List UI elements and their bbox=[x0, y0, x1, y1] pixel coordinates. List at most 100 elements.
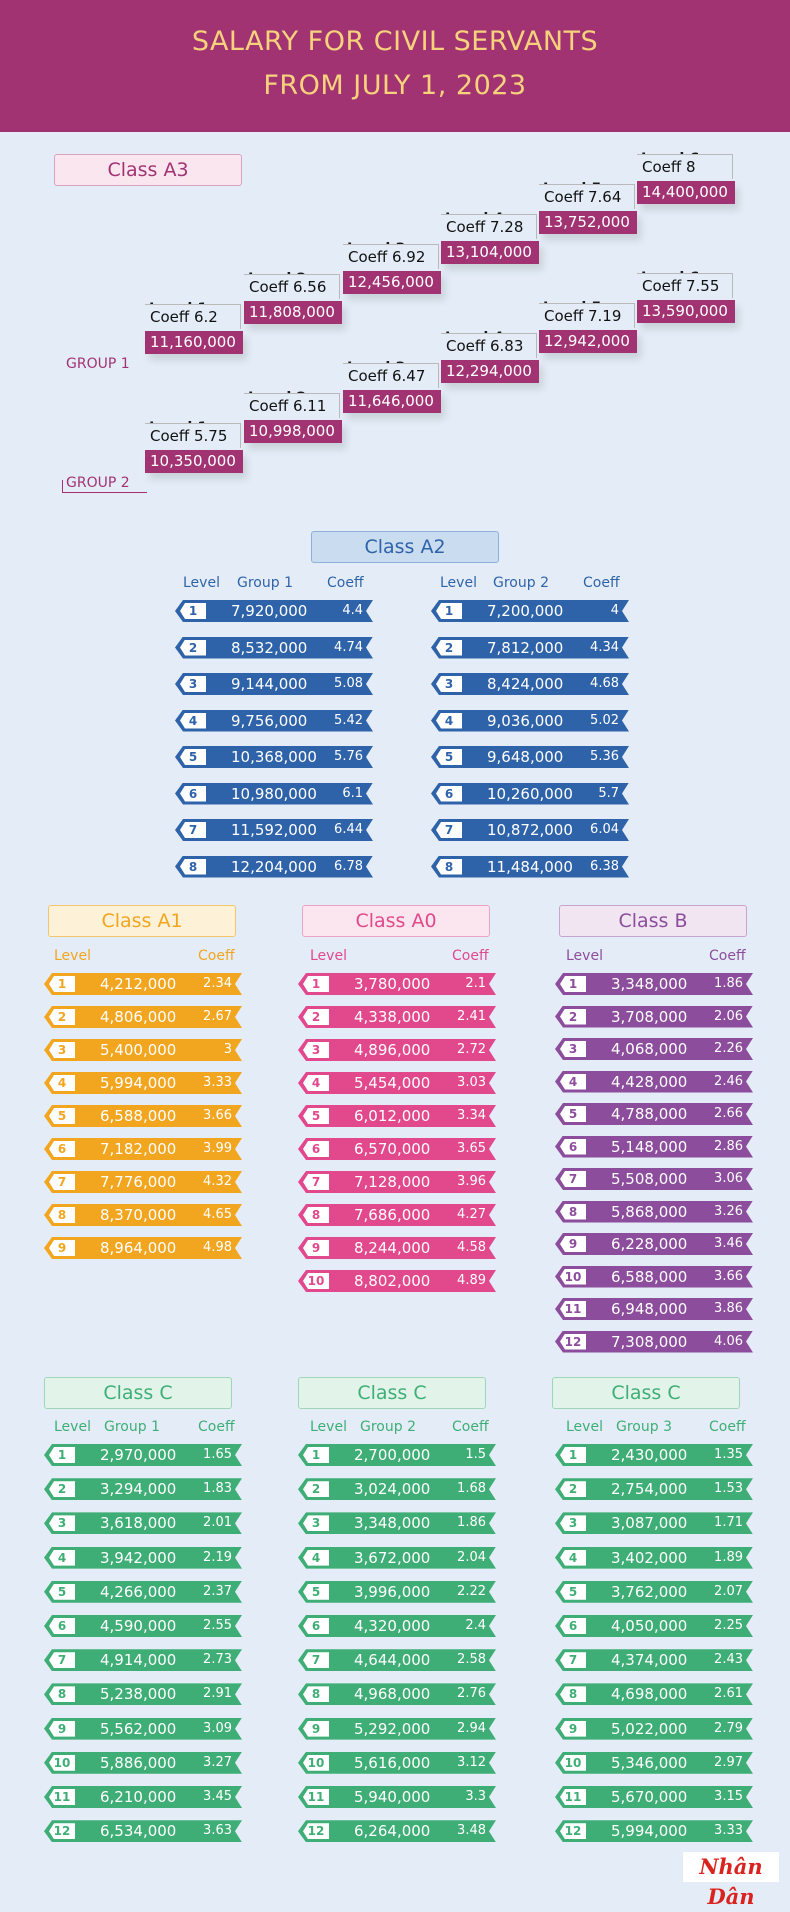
b-coeff-value: 2.06 bbox=[714, 1008, 743, 1024]
c1-row-11: 11 6,210,000 3.45 bbox=[44, 1786, 242, 1808]
c1-salary-value: 6,210,000 bbox=[100, 1788, 177, 1806]
c2-row-bar bbox=[298, 1581, 496, 1603]
a1-salary-value: 8,964,000 bbox=[100, 1239, 177, 1257]
c3-salary-value: 3,402,000 bbox=[611, 1548, 688, 1567]
a1-coeff-value: 3.99 bbox=[203, 1141, 232, 1156]
a0-coeff-value: 2.72 bbox=[457, 1042, 486, 1057]
a0-level-number: 10 bbox=[303, 1273, 329, 1289]
c1-level-number: 6 bbox=[49, 1618, 75, 1634]
b-level-number: 7 bbox=[560, 1171, 586, 1187]
a0-head-h_coeff: Coeff bbox=[452, 948, 489, 964]
class-c-group1-title: Class C bbox=[44, 1377, 232, 1409]
c1-coeff-value: 1.65 bbox=[203, 1447, 232, 1462]
c2-salary-value: 6,264,000 bbox=[354, 1822, 431, 1841]
a1-head-h_level: Level bbox=[54, 948, 91, 964]
a2-g2-level-number: 6 bbox=[436, 785, 462, 802]
b-level-number: 6 bbox=[560, 1138, 586, 1155]
a2-g2-salary-value: 9,036,000 bbox=[487, 711, 564, 730]
b-level-number: 5 bbox=[560, 1106, 586, 1122]
a0-row-5: 5 6,012,000 3.34 bbox=[298, 1105, 496, 1127]
c3-coeff-value: 2.79 bbox=[714, 1720, 743, 1736]
c2-row-bar bbox=[298, 1683, 496, 1705]
c1-row-bar bbox=[44, 1478, 242, 1500]
c1-coeff-value: 3.27 bbox=[203, 1754, 232, 1770]
b-salary-value: 6,588,000 bbox=[611, 1267, 688, 1286]
a2-g2-level-number: 1 bbox=[436, 603, 462, 619]
b-coeff-value: 2.46 bbox=[714, 1073, 743, 1089]
a2-g2-head-h_level: Level bbox=[440, 575, 477, 591]
c3-coeff-value: 1.53 bbox=[714, 1481, 743, 1497]
class-a0-title: Class A0 bbox=[302, 905, 490, 937]
c1-row-4: 4 3,942,000 2.19 bbox=[44, 1547, 242, 1569]
a2-g2-head-h_group: Group 2 bbox=[493, 575, 549, 591]
a0-level-number: 6 bbox=[303, 1141, 329, 1157]
c2-coeff-value: 2.94 bbox=[457, 1720, 486, 1736]
c3-coeff-value: 1.35 bbox=[714, 1447, 743, 1462]
a2-g2-row-bar bbox=[431, 783, 629, 805]
c2-head-h_coeff: Coeff bbox=[452, 1419, 489, 1435]
c1-salary-value: 4,914,000 bbox=[100, 1651, 177, 1670]
c3-coeff-value: 1.71 bbox=[714, 1515, 743, 1531]
c1-level-number: 8 bbox=[49, 1686, 75, 1703]
c2-salary-value: 3,024,000 bbox=[354, 1480, 431, 1499]
a0-salary-value: 4,338,000 bbox=[354, 1008, 431, 1026]
c3-row-9: 9 5,022,000 2.79 bbox=[555, 1718, 753, 1740]
c3-level-number: 8 bbox=[560, 1686, 586, 1703]
b-salary-value: 4,788,000 bbox=[611, 1105, 688, 1123]
a2-g1-salary-value: 11,592,000 bbox=[231, 821, 317, 839]
b-row-bar bbox=[555, 1103, 753, 1125]
c3-level-number: 6 bbox=[560, 1618, 586, 1634]
c1-head-h_group: Group 1 bbox=[104, 1419, 160, 1435]
a2-g1-row-bar bbox=[175, 710, 373, 732]
c1-head-h_level: Level bbox=[54, 1419, 91, 1435]
a1-row-2: 2 4,806,000 2.67 bbox=[44, 1006, 242, 1028]
b-row-9: 9 6,228,000 3.46 bbox=[555, 1233, 753, 1255]
a2-g1-row-7: 7 11,592,000 6.44 bbox=[175, 819, 373, 841]
c1-row-2: 2 3,294,000 1.83 bbox=[44, 1478, 242, 1500]
a0-coeff-value: 4.27 bbox=[457, 1207, 486, 1222]
c3-row-8: 8 4,698,000 2.61 bbox=[555, 1683, 753, 1705]
c1-salary-value: 2,970,000 bbox=[100, 1446, 177, 1464]
a2-g2-row-7: 7 10,872,000 6.04 bbox=[431, 819, 629, 841]
c2-row-bar bbox=[298, 1512, 496, 1534]
c3-salary-value: 4,050,000 bbox=[611, 1617, 688, 1635]
c2-salary-value: 4,644,000 bbox=[354, 1651, 431, 1670]
b-salary-value: 6,228,000 bbox=[611, 1235, 688, 1253]
c3-row-bar bbox=[555, 1683, 753, 1705]
c3-coeff-value: 3.15 bbox=[714, 1789, 743, 1804]
a2-g2-level-number: 3 bbox=[436, 676, 462, 692]
b-level-number: 4 bbox=[560, 1073, 586, 1090]
a2-g1-row-bar bbox=[175, 819, 373, 841]
c2-head-h_group: Group 2 bbox=[360, 1419, 416, 1435]
c1-salary-value: 5,562,000 bbox=[100, 1719, 177, 1738]
a2-g1-row-bar bbox=[175, 637, 373, 659]
b-row-bar bbox=[555, 1201, 753, 1223]
class-a1-title: Class A1 bbox=[48, 905, 236, 937]
a2-g2-level-number: 5 bbox=[436, 749, 462, 765]
a2-g1-row-8: 8 12,204,000 6.78 bbox=[175, 856, 373, 878]
c1-salary-value: 4,266,000 bbox=[100, 1582, 177, 1601]
a2-g1-coeff-value: 5.08 bbox=[334, 676, 363, 691]
b-row-bar bbox=[555, 1331, 753, 1353]
page-subtitle: FROM JULY 1, 2023 bbox=[263, 70, 527, 101]
c3-salary-value: 3,087,000 bbox=[611, 1514, 688, 1533]
b-level-number: 9 bbox=[560, 1236, 586, 1252]
c1-level-number: 2 bbox=[49, 1481, 75, 1498]
c2-level-number: 8 bbox=[303, 1686, 329, 1703]
a3-group2-salary-5: 12,942,000 bbox=[539, 330, 637, 353]
c1-level-number: 4 bbox=[49, 1549, 75, 1566]
header-banner: SALARY FOR CIVIL SERVANTS FROM JULY 1, 2… bbox=[0, 0, 790, 132]
c2-level-number: 12 bbox=[303, 1823, 329, 1840]
a0-row-bar bbox=[298, 1270, 496, 1292]
c3-row-bar bbox=[555, 1512, 753, 1534]
a3-group1-salary-4: 13,104,000 bbox=[441, 241, 539, 264]
a1-row-bar bbox=[44, 1138, 242, 1160]
b-coeff-value: 3.86 bbox=[714, 1301, 743, 1316]
c3-row-bar bbox=[555, 1547, 753, 1569]
a2-g2-row-8: 8 11,484,000 6.38 bbox=[431, 856, 629, 878]
a2-g2-row-6: 6 10,260,000 5.7 bbox=[431, 783, 629, 805]
c3-level-number: 11 bbox=[560, 1789, 586, 1805]
c2-coeff-value: 2.04 bbox=[457, 1549, 486, 1565]
c2-row-bar bbox=[298, 1649, 496, 1671]
c2-coeff-value: 3.3 bbox=[465, 1789, 486, 1804]
